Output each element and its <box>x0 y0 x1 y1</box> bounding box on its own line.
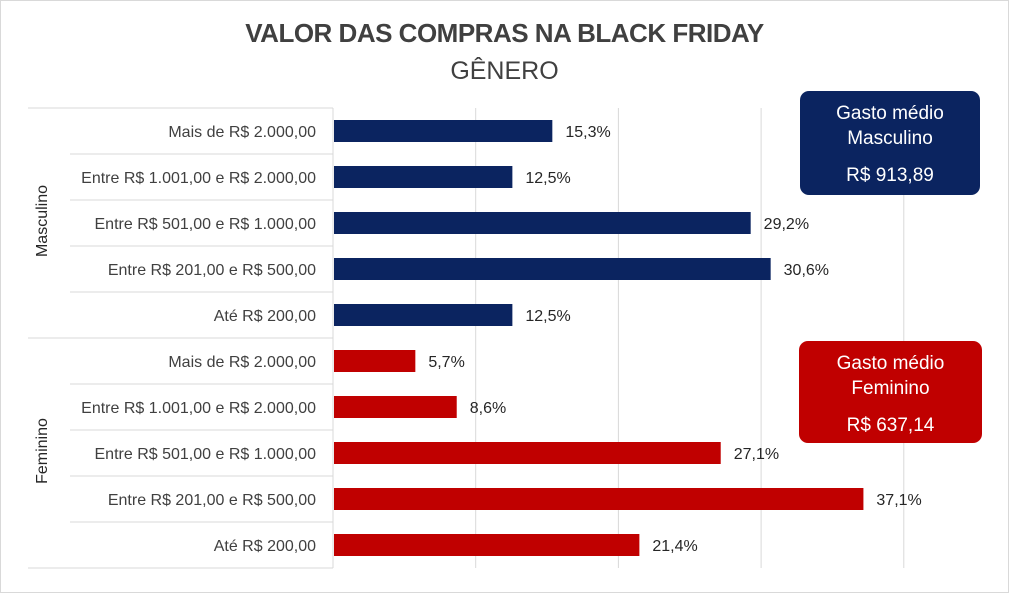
box-masculino-value: R$ 913,89 <box>846 165 934 186</box>
box-feminino-line1: Gasto médio <box>836 353 945 374</box>
group-label-feminino: Feminino <box>34 418 51 484</box>
data-label: 15,3% <box>565 124 610 141</box>
bar-masculino <box>334 304 513 326</box>
data-label: 29,2% <box>764 216 809 233</box>
bar-feminino <box>334 396 457 418</box>
category-label: Entre R$ 1.001,00 e R$ 2.000,00 <box>81 170 316 187</box>
data-label: 12,5% <box>525 170 570 187</box>
category-label: Até R$ 200,00 <box>214 308 316 325</box>
chart-subtitle: GÊNERO <box>450 57 559 85</box>
data-label: 30,6% <box>784 262 829 279</box>
category-label: Entre R$ 1.001,00 e R$ 2.000,00 <box>81 400 316 417</box>
data-label: 21,4% <box>652 538 697 555</box>
bar-feminino <box>334 534 640 556</box>
category-label: Até R$ 200,00 <box>214 538 316 555</box>
box-feminino-line2: Feminino <box>851 378 930 399</box>
box-masculino-line2: Masculino <box>847 128 933 149</box>
data-label: 12,5% <box>525 308 570 325</box>
bar-feminino <box>334 350 416 372</box>
data-label: 37,1% <box>876 492 921 509</box>
chart-title: VALOR DAS COMPRAS NA BLACK FRIDAY <box>245 18 764 48</box>
category-label: Entre R$ 501,00 e R$ 1.000,00 <box>95 446 317 463</box>
bar-masculino <box>334 212 751 234</box>
category-label: Entre R$ 201,00 e R$ 500,00 <box>108 262 316 279</box>
group-label-masculino: Masculino <box>34 184 51 258</box>
bar-feminino <box>334 442 721 464</box>
box-feminino-value: R$ 637,14 <box>846 415 935 436</box>
data-label: 5,7% <box>428 354 464 371</box>
bar-masculino <box>334 258 771 280</box>
bar-masculino <box>334 120 553 142</box>
category-label: Mais de R$ 2.000,00 <box>168 124 316 141</box>
data-label: 8,6% <box>470 400 506 417</box>
average-spend-box-feminino: Gasto médio Feminino R$ 637,14 <box>799 341 982 443</box>
data-label: 27,1% <box>734 446 779 463</box>
bar-feminino <box>334 488 864 510</box>
bar-masculino <box>334 166 513 188</box>
box-masculino-line1: Gasto médio <box>836 103 944 124</box>
category-label: Entre R$ 201,00 e R$ 500,00 <box>108 492 316 509</box>
category-label: Mais de R$ 2.000,00 <box>168 354 316 371</box>
average-spend-box-masculino: Gasto médio Masculino R$ 913,89 <box>800 91 980 195</box>
category-label: Entre R$ 501,00 e R$ 1.000,00 <box>95 216 317 233</box>
